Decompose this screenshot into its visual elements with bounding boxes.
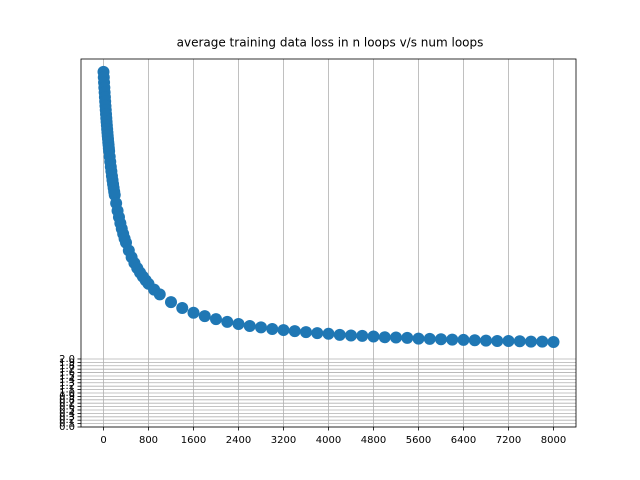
y-tick-label: 1.2 bbox=[59, 381, 75, 392]
x-tick-label: 0 bbox=[100, 435, 106, 446]
scatter-point bbox=[232, 317, 245, 330]
x-tick-label: 8000 bbox=[541, 435, 566, 446]
scatter-point bbox=[401, 331, 414, 344]
scatter-point bbox=[266, 323, 279, 336]
scatter-point bbox=[333, 328, 346, 341]
scatter-point bbox=[378, 331, 391, 344]
y-tick-label: 0.2 bbox=[59, 415, 75, 426]
scatter-point bbox=[288, 325, 301, 338]
scatter-point bbox=[345, 329, 357, 342]
scatter-point bbox=[446, 333, 459, 346]
x-tick-label: 3200 bbox=[271, 435, 296, 446]
y-tick-label: 1.0 bbox=[59, 388, 75, 399]
scatter-point bbox=[525, 335, 537, 348]
scatter-point bbox=[457, 333, 470, 346]
y-tick-label: 1.4 bbox=[59, 374, 75, 385]
scatter-point bbox=[311, 327, 324, 340]
y-tick-label: 0.4 bbox=[59, 408, 75, 419]
x-tick-label: 4000 bbox=[316, 435, 341, 446]
chart-title: average training data loss in n loops v/… bbox=[177, 36, 484, 50]
scatter-point bbox=[547, 335, 560, 348]
y-tick-label: 1.3 bbox=[59, 378, 75, 389]
scatter-point bbox=[210, 313, 222, 326]
scatter-point bbox=[390, 331, 402, 344]
scatter-point bbox=[255, 321, 267, 334]
y-tick-label: 1.9 bbox=[59, 357, 75, 368]
y-tick-label: 0.1 bbox=[59, 419, 75, 430]
y-tick-label: 0.8 bbox=[59, 395, 75, 406]
scatter-point bbox=[153, 288, 166, 301]
scatter-point bbox=[435, 333, 447, 346]
scatter-point bbox=[187, 306, 200, 319]
y-tick-label: 0.6 bbox=[59, 402, 75, 413]
scatter-point bbox=[480, 334, 492, 347]
y-tick-label: 1.7 bbox=[59, 364, 75, 375]
scatter-point bbox=[277, 324, 290, 337]
y-tick-label: 1.6 bbox=[59, 368, 75, 379]
scatter-point bbox=[176, 301, 189, 314]
y-tick-label: 1.8 bbox=[59, 361, 75, 372]
y-tick-label: 0.0 bbox=[59, 422, 75, 433]
y-tick-label: 0.9 bbox=[59, 391, 75, 402]
x-tick-label: 800 bbox=[139, 435, 158, 446]
y-tick-label: 0.5 bbox=[59, 405, 75, 416]
x-tick-label: 7200 bbox=[496, 435, 521, 446]
x-tick-label: 4800 bbox=[361, 435, 386, 446]
scatter-point bbox=[198, 310, 211, 323]
x-tick-label: 5600 bbox=[406, 435, 431, 446]
x-tick-label: 1600 bbox=[181, 435, 206, 446]
scatter-point bbox=[243, 319, 256, 332]
x-tick-label: 2400 bbox=[226, 435, 251, 446]
scatter-point bbox=[412, 332, 425, 345]
scatter-point bbox=[468, 334, 481, 347]
scatter-point bbox=[165, 296, 177, 309]
marks bbox=[97, 65, 560, 348]
scatter-point bbox=[536, 335, 549, 348]
scatter-point bbox=[322, 327, 335, 340]
y-tick-label: 1.1 bbox=[59, 385, 75, 396]
y-tick-label: 1.5 bbox=[59, 371, 75, 382]
scatter-point bbox=[367, 330, 380, 343]
scatter-point bbox=[423, 332, 436, 345]
x-tick-label: 6400 bbox=[451, 435, 476, 446]
y-tick-label: 0.7 bbox=[59, 398, 75, 409]
scatter-point bbox=[513, 335, 526, 348]
scatter-point bbox=[300, 326, 312, 339]
scatter-point bbox=[221, 315, 234, 328]
scatter-point bbox=[356, 329, 369, 342]
y-tick-label: 2.0 bbox=[59, 354, 75, 365]
y-tick-label: 0.3 bbox=[59, 412, 75, 423]
scatter-point bbox=[502, 334, 515, 347]
scatter-point bbox=[491, 334, 504, 347]
